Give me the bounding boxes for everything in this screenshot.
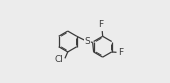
- Text: S: S: [84, 37, 90, 46]
- Text: Cl: Cl: [55, 55, 64, 64]
- Text: F: F: [98, 21, 104, 29]
- Text: F: F: [118, 48, 123, 57]
